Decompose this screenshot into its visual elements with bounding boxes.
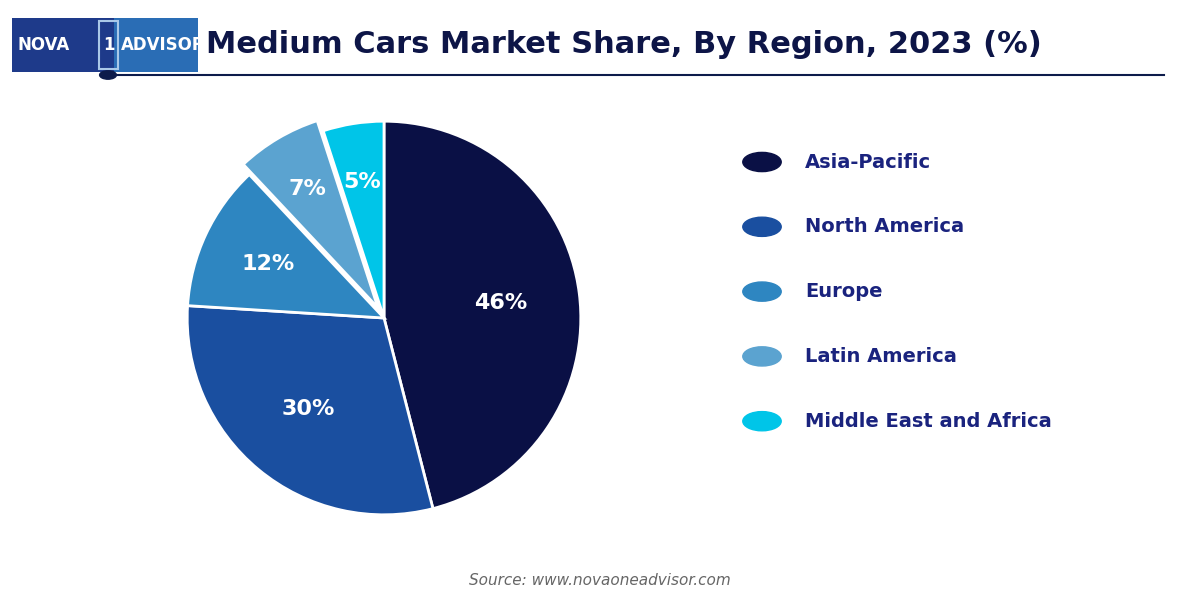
Text: 1: 1 bbox=[103, 36, 114, 54]
Text: ADVISOR: ADVISOR bbox=[121, 36, 205, 54]
Text: North America: North America bbox=[805, 217, 965, 236]
Wedge shape bbox=[384, 121, 581, 509]
Wedge shape bbox=[187, 175, 384, 318]
Text: 46%: 46% bbox=[474, 293, 528, 313]
Wedge shape bbox=[323, 121, 384, 318]
Text: 5%: 5% bbox=[343, 172, 382, 192]
FancyBboxPatch shape bbox=[12, 18, 114, 72]
Text: Medium Cars Market Share, By Region, 2023 (%): Medium Cars Market Share, By Region, 202… bbox=[206, 30, 1042, 59]
FancyBboxPatch shape bbox=[114, 18, 198, 72]
Text: 7%: 7% bbox=[289, 179, 326, 199]
Text: NOVA: NOVA bbox=[18, 36, 70, 54]
Text: Asia-Pacific: Asia-Pacific bbox=[805, 152, 931, 172]
Text: Middle East and Africa: Middle East and Africa bbox=[805, 412, 1052, 431]
Wedge shape bbox=[244, 121, 378, 308]
Text: 30%: 30% bbox=[282, 399, 336, 419]
Text: Europe: Europe bbox=[805, 282, 883, 301]
Wedge shape bbox=[187, 305, 433, 515]
Text: Latin America: Latin America bbox=[805, 347, 958, 366]
Text: Source: www.novaoneadvisor.com: Source: www.novaoneadvisor.com bbox=[469, 573, 731, 588]
Text: 12%: 12% bbox=[241, 254, 295, 274]
